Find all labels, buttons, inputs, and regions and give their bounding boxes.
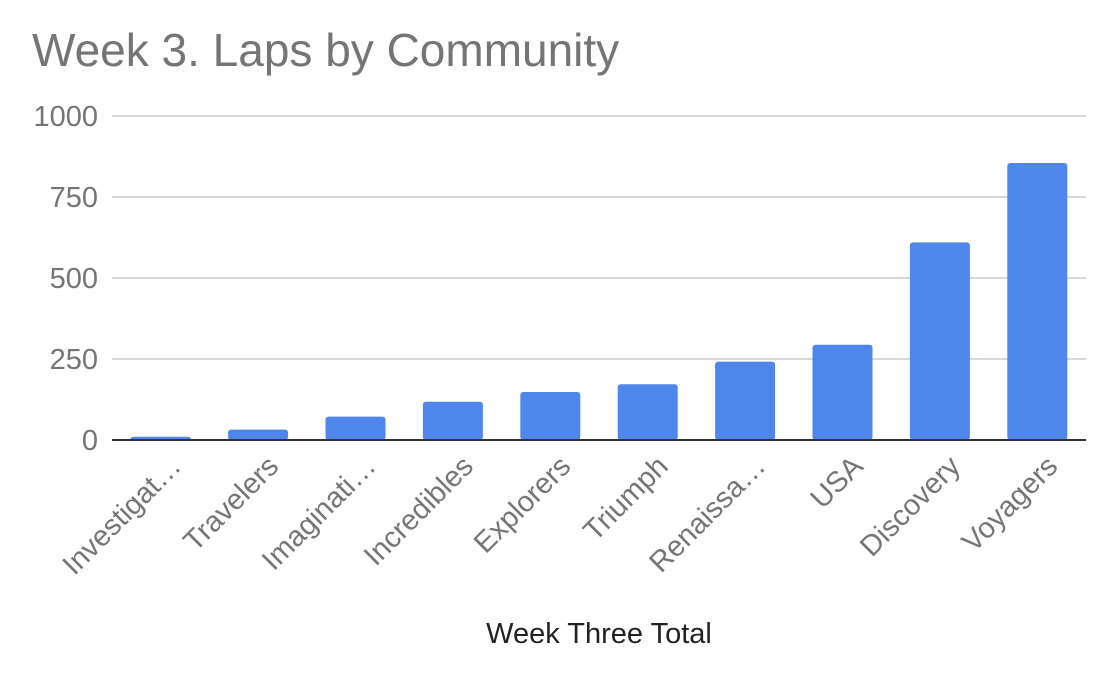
bar (909, 242, 970, 440)
y-tick-label: 500 (50, 263, 98, 295)
bar (715, 361, 776, 440)
y-tick-label: 0 (82, 425, 98, 457)
x-tick-label: Triumph (578, 450, 675, 547)
x-tick-label: Explorers (468, 450, 577, 559)
bar (228, 429, 289, 440)
x-tick-label: USA (805, 450, 870, 515)
chart-title: Week 3. Laps by Community (32, 24, 619, 76)
y-tick-label: 750 (50, 182, 98, 214)
bar (520, 392, 581, 440)
bars (130, 162, 1068, 441)
x-tick-label: Investigat… (57, 450, 188, 581)
bar (812, 344, 873, 440)
y-tick-label: 1000 (33, 101, 98, 133)
x-axis-label: Week Three Total (486, 618, 712, 650)
bar (422, 401, 483, 440)
x-axis-ticks: Investigat…TravelersImaginati…Incredible… (57, 450, 1065, 581)
bar (617, 384, 678, 440)
bar (325, 416, 386, 440)
bar (1007, 162, 1068, 441)
y-tick-label: 250 (50, 344, 98, 376)
x-tick-label: Discovery (854, 450, 967, 563)
x-tick-label: Voyagers (956, 450, 1064, 558)
y-axis-ticks: 0 250 500 750 1000 (33, 101, 98, 457)
